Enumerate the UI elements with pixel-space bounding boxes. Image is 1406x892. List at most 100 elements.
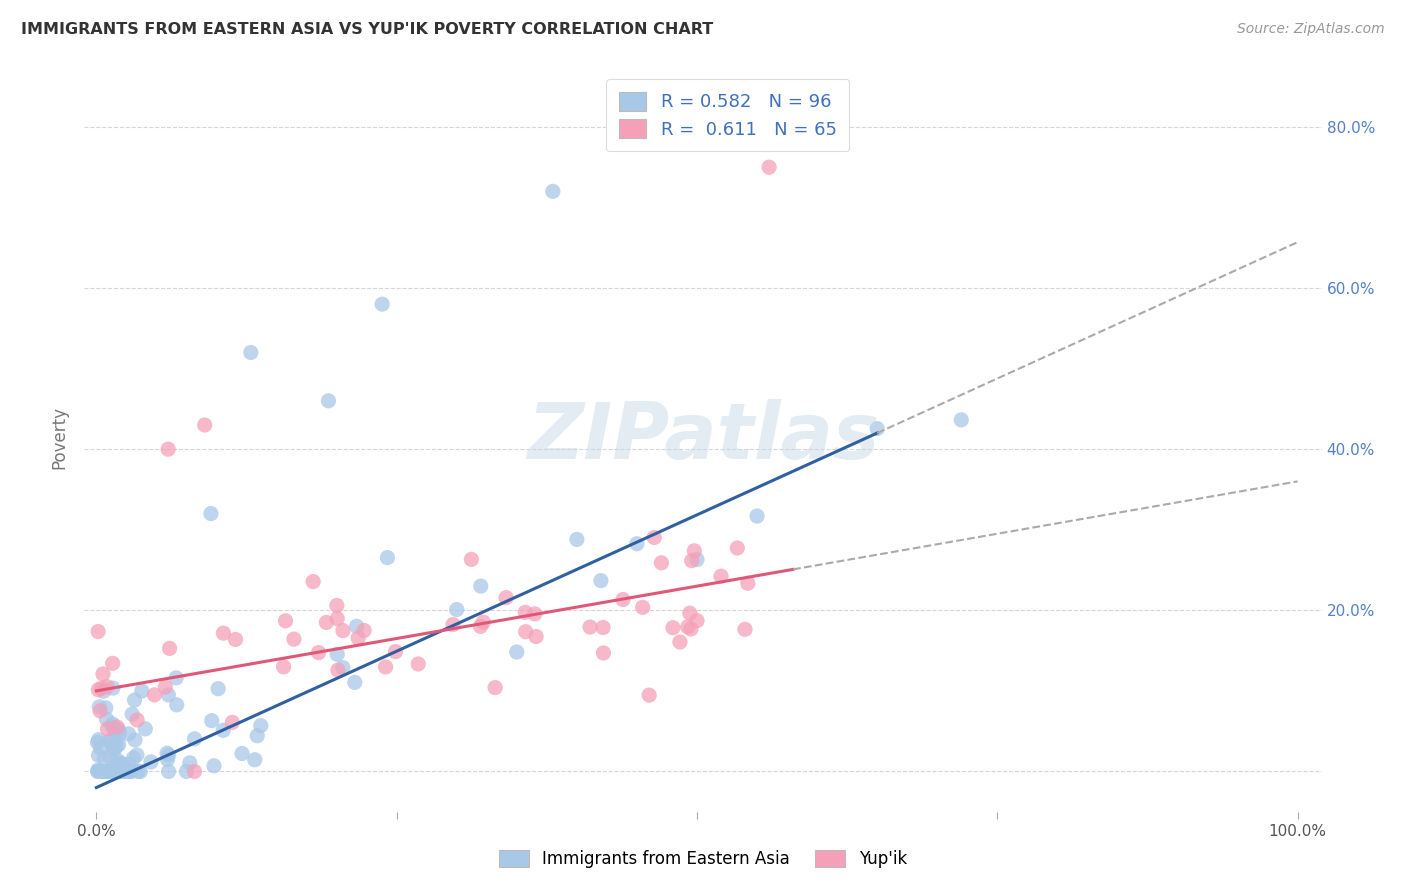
Point	[91, 764, 114, 779]
Point	[541, 185, 564, 199]
Point	[200, 507, 222, 521]
Point	[643, 531, 665, 545]
Point	[315, 615, 337, 630]
Point	[125, 747, 148, 762]
Point	[105, 762, 128, 776]
Point	[679, 622, 702, 636]
Point	[120, 764, 142, 779]
Point	[374, 660, 396, 674]
Point	[308, 646, 330, 660]
Point	[87, 624, 110, 639]
Point	[565, 533, 588, 547]
Point	[183, 764, 205, 779]
Point	[86, 735, 108, 749]
Point	[626, 537, 648, 551]
Point	[950, 413, 973, 427]
Point	[104, 764, 127, 779]
Point	[156, 752, 179, 766]
Point	[94, 701, 117, 715]
Point	[129, 764, 152, 779]
Point	[93, 751, 115, 765]
Point	[105, 739, 128, 753]
Point	[239, 345, 262, 359]
Point	[87, 682, 110, 697]
Point	[710, 569, 733, 583]
Point	[101, 741, 124, 756]
Point	[87, 748, 110, 763]
Point	[97, 764, 120, 779]
Point	[101, 681, 124, 695]
Point	[96, 680, 118, 694]
Point	[98, 733, 121, 747]
Point	[318, 393, 340, 408]
Point	[131, 684, 153, 698]
Point	[371, 297, 394, 311]
Legend: R = 0.582   N = 96, R =  0.611   N = 65: R = 0.582 N = 96, R = 0.611 N = 65	[606, 79, 849, 152]
Point	[90, 741, 112, 756]
Point	[470, 619, 492, 633]
Point	[107, 737, 129, 751]
Point	[110, 764, 132, 779]
Point	[212, 723, 235, 738]
Point	[139, 755, 162, 769]
Point	[87, 763, 110, 777]
Point	[103, 737, 125, 751]
Point	[676, 620, 699, 634]
Point	[143, 688, 166, 702]
Point	[127, 764, 149, 779]
Point	[332, 624, 354, 638]
Point	[86, 764, 108, 779]
Point	[515, 624, 537, 639]
Point	[111, 756, 134, 771]
Point	[686, 614, 709, 628]
Point	[347, 631, 370, 645]
Point	[579, 620, 602, 634]
Point	[681, 554, 703, 568]
Point	[592, 646, 614, 660]
Point	[484, 681, 506, 695]
Point	[124, 733, 146, 747]
Point	[155, 680, 177, 694]
Point	[96, 722, 118, 736]
Point	[495, 591, 517, 605]
Point	[246, 729, 269, 743]
Point	[274, 614, 297, 628]
Point	[89, 699, 111, 714]
Point	[104, 741, 127, 756]
Point	[96, 764, 118, 779]
Point	[107, 756, 129, 770]
Point	[98, 764, 121, 779]
Point	[90, 681, 112, 696]
Point	[118, 756, 141, 771]
Point	[91, 764, 114, 779]
Point	[121, 707, 143, 722]
Point	[650, 556, 672, 570]
Text: Source: ZipAtlas.com: Source: ZipAtlas.com	[1237, 22, 1385, 37]
Point	[612, 592, 634, 607]
Point	[157, 764, 180, 779]
Point	[384, 644, 406, 658]
Point	[212, 626, 235, 640]
Point	[506, 645, 529, 659]
Point	[112, 764, 135, 779]
Point	[283, 632, 305, 647]
Point	[134, 722, 156, 736]
Point	[157, 688, 180, 702]
Point	[101, 657, 124, 671]
Point	[523, 607, 546, 621]
Point	[202, 758, 225, 772]
Point	[446, 602, 468, 616]
Point	[115, 764, 138, 779]
Point	[679, 606, 702, 620]
Point	[221, 715, 243, 730]
Point	[117, 727, 139, 741]
Point	[683, 544, 706, 558]
Point	[100, 764, 122, 779]
Point	[87, 732, 110, 747]
Point	[669, 635, 692, 649]
Point	[377, 550, 399, 565]
Point	[124, 693, 146, 707]
Point	[592, 620, 614, 634]
Point	[127, 713, 149, 727]
Point	[157, 442, 180, 457]
